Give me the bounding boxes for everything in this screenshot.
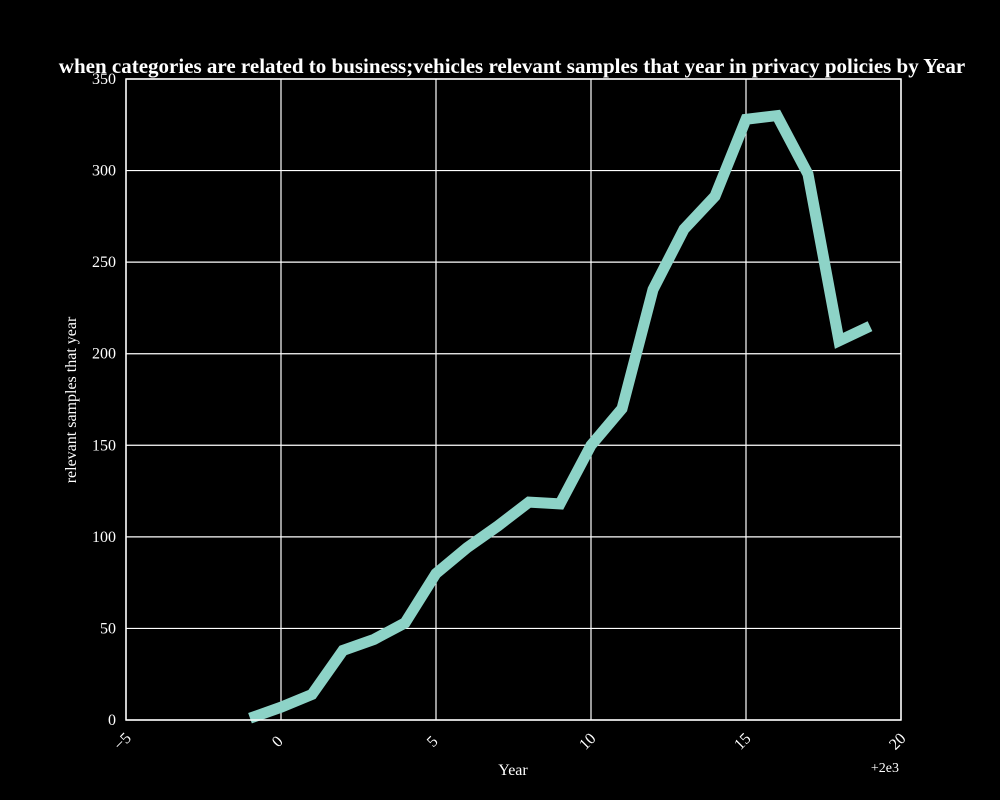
y-tick-label: 300 [92,163,116,180]
x-tick-label: 5 [424,733,442,751]
y-axis-label: relevant samples that year [63,316,80,483]
x-axis-label: Year [498,762,528,779]
x-tick-label: 20 [886,730,909,753]
series-line-0 [248,109,873,724]
plot-frame [125,78,902,721]
y-tick-label: 0 [108,712,116,729]
chart-title: when categories are related to business;… [59,54,965,78]
x-tick-label: −5 [111,730,135,754]
y-tick-label: 350 [92,71,116,88]
y-tick-label: 200 [92,346,116,363]
y-tick-label: 150 [92,437,116,454]
y-tick-label: 250 [92,254,116,271]
x-axis-offset-label: +2e3 [871,761,899,776]
grid [125,78,902,721]
x-tick-label: 15 [731,730,754,753]
x-tick-label: 0 [269,733,287,751]
series-layer [248,109,873,724]
y-tick-label: 100 [92,529,116,546]
y-tick-label: 50 [100,620,116,637]
x-tick-label: 10 [576,730,599,753]
